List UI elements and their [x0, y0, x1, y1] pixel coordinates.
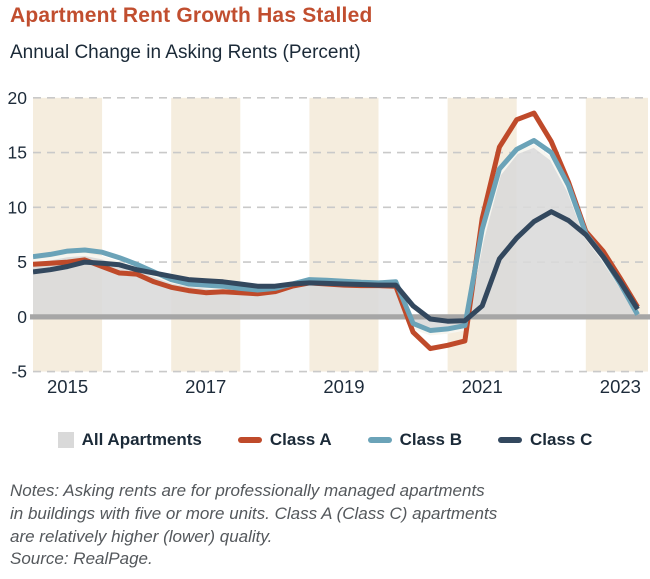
legend-label: All Apartments	[81, 430, 202, 449]
notes-line-2: in buildings with five or more units. Cl…	[10, 503, 498, 523]
legend-item-class-c: Class C	[498, 430, 592, 450]
notes-line-1: Notes: Asking rents are for professional…	[10, 481, 485, 500]
legend-item-class-b: Class B	[367, 430, 462, 450]
legend-label: Class C	[530, 430, 593, 449]
y-tick-label--5: -5	[11, 362, 27, 382]
source-text: Source: RealPage.	[10, 549, 153, 569]
chart-subtitle: Annual Change in Asking Rents (Percent)	[10, 42, 361, 63]
y-tick-label-10: 10	[8, 197, 28, 217]
legend-swatch-dash	[498, 437, 522, 443]
legend-item-class-a: Class A	[237, 430, 332, 450]
chart-title: Apartment Rent Growth Has Stalled	[10, 4, 373, 27]
x-tick-label-2015: 2015	[47, 376, 88, 397]
legend-swatch-dash	[237, 437, 262, 443]
line-class-b	[33, 138, 640, 333]
chart-legend: All Apartments Class A Class B Class C	[0, 430, 650, 450]
x-tick-label-2017: 2017	[185, 376, 226, 397]
y-tick-label-20: 20	[8, 88, 28, 108]
legend-item-all-apartments: All Apartments	[57, 430, 202, 450]
band-2017	[171, 97, 241, 372]
y-tick-label-5: 5	[17, 252, 27, 272]
notes: Notes: Asking rents are for professional…	[10, 480, 642, 571]
legend-swatch-dash	[367, 437, 392, 443]
series-lines	[33, 110, 640, 352]
area-fill	[33, 146, 638, 334]
legend-label: Class A	[269, 430, 332, 449]
band-2019	[309, 97, 379, 372]
band-2023	[585, 97, 648, 372]
x-tick-label-2023: 2023	[600, 376, 641, 397]
y-tick-label-15: 15	[8, 143, 27, 163]
y-tick-label-0: 0	[17, 307, 27, 327]
x-tick-label-2021: 2021	[462, 376, 503, 397]
line-class-c	[33, 209, 640, 324]
notes-line-3: are relatively higher (lower) quality.	[10, 526, 273, 546]
band-2015	[33, 97, 103, 372]
legend-swatch-square	[57, 432, 74, 448]
legend-label: Class B	[399, 430, 462, 449]
x-tick-label-2019: 2019	[323, 376, 364, 397]
